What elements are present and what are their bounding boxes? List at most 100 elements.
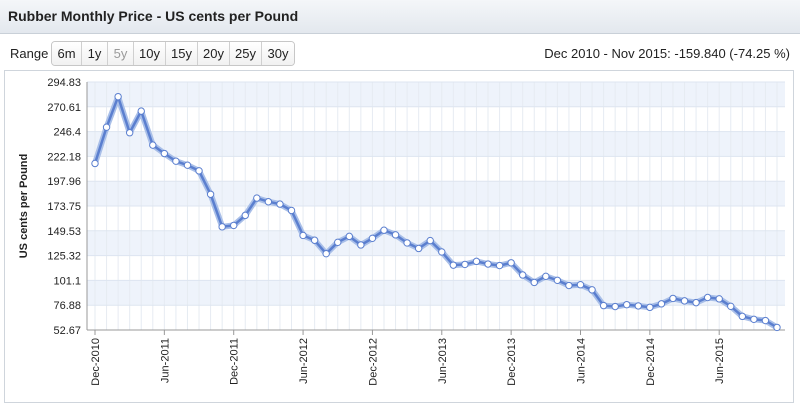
data-point[interactable] (761, 316, 770, 325)
range-change-summary: Dec 2010 - Nov 2015: -159.840 (-74.25 %) (544, 46, 790, 61)
data-point[interactable] (518, 271, 527, 279)
plot-band (87, 181, 785, 206)
range-button-20y[interactable]: 20y (198, 42, 230, 65)
price-line-chart: 294.83 270.61 246.4 222.18 197.96 173.75 149.5… (18, 77, 785, 386)
data-point[interactable] (218, 223, 226, 231)
data-point[interactable] (195, 167, 203, 175)
data-point[interactable] (542, 272, 550, 281)
data-point[interactable] (334, 238, 342, 247)
data-point[interactable] (149, 141, 157, 149)
y-tick-label: 270.61 (47, 102, 81, 114)
data-point[interactable] (680, 297, 689, 305)
data-point[interactable] (495, 261, 504, 270)
data-point[interactable] (703, 293, 712, 302)
data-point[interactable] (380, 226, 388, 234)
data-point[interactable] (576, 281, 585, 289)
data-point[interactable] (345, 232, 354, 241)
range-label: Range (10, 46, 49, 61)
data-point[interactable] (738, 312, 747, 321)
plot-bands (87, 82, 785, 306)
data-point[interactable] (299, 231, 307, 240)
data-point[interactable] (472, 257, 481, 266)
data-point[interactable] (125, 129, 134, 137)
data-point[interactable] (414, 244, 423, 253)
data-point[interactable] (310, 236, 319, 244)
price-series (91, 92, 781, 332)
data-point[interactable] (206, 190, 215, 198)
data-point[interactable] (114, 92, 122, 101)
plot-band (87, 131, 785, 157)
data-point[interactable] (530, 278, 538, 287)
data-point[interactable] (253, 194, 261, 202)
data-point[interactable] (449, 261, 458, 269)
y-tick-label: 246.4 (53, 127, 81, 139)
data-point[interactable] (357, 241, 365, 249)
range-button-6m[interactable]: 6m (52, 42, 82, 65)
data-point[interactable] (484, 260, 492, 268)
data-point[interactable] (715, 295, 723, 303)
data-point[interactable] (91, 159, 99, 168)
data-point[interactable] (183, 161, 192, 169)
data-point[interactable] (461, 260, 469, 269)
data-point[interactable] (287, 206, 296, 215)
data-point[interactable] (623, 300, 631, 309)
x-tick-label: Jun-2011 (159, 338, 171, 383)
data-point[interactable] (322, 249, 330, 258)
data-point[interactable] (172, 157, 180, 165)
plot-band (87, 82, 785, 107)
data-point[interactable] (634, 302, 642, 310)
y-tick-label: 101.1 (53, 275, 81, 287)
data-point[interactable] (426, 236, 434, 245)
x-tick-label: Dec-2011 (229, 338, 241, 385)
data-point[interactable] (692, 298, 700, 307)
y-tick-label: 197.96 (47, 176, 81, 188)
range-button-30y[interactable]: 30y (262, 42, 294, 65)
range-button-25y[interactable]: 25y (230, 42, 262, 65)
y-tick-label: 149.53 (47, 226, 81, 238)
data-point[interactable] (368, 234, 377, 243)
data-point[interactable] (230, 221, 238, 230)
x-tick-label: Dec-2010 (90, 338, 102, 386)
data-point[interactable] (264, 198, 273, 206)
x-tick-label: Jun-2015 (714, 338, 726, 384)
x-tick-label: Dec-2012 (367, 338, 379, 386)
data-point[interactable] (160, 149, 169, 158)
range-button-1y[interactable]: 1y (82, 42, 108, 65)
y-tick-label: 52.67 (53, 325, 81, 337)
data-point[interactable] (553, 276, 562, 284)
x-tick-label: Dec-2014 (645, 338, 657, 386)
y-tick-label: 76.88 (53, 300, 81, 312)
data-point[interactable] (241, 211, 249, 220)
data-point[interactable] (276, 200, 284, 208)
data-point[interactable] (750, 315, 758, 324)
data-point[interactable] (773, 323, 781, 332)
range-button-5y: 5y (108, 42, 134, 65)
range-selector: 6m 1y 5y 10y 15y 20y 25y 30y (51, 41, 295, 66)
data-point[interactable] (565, 281, 573, 290)
chart-title-bar: Rubber Monthly Price - US cents per Poun… (0, 0, 800, 34)
data-point[interactable] (391, 231, 400, 239)
data-point[interactable] (438, 248, 446, 256)
x-tick-label: Dec-2013 (506, 338, 518, 386)
data-point[interactable] (137, 107, 145, 115)
data-point[interactable] (102, 123, 111, 131)
x-tick-label: Jun-2012 (298, 338, 310, 384)
y-tick-label: 125.32 (47, 251, 81, 263)
chart-title: Rubber Monthly Price - US cents per Poun… (8, 8, 299, 24)
x-tick-label: Jun-2014 (575, 338, 587, 384)
x-tick-label: Jun-2013 (437, 338, 449, 384)
range-button-10y[interactable]: 10y (134, 42, 166, 65)
data-point[interactable] (507, 259, 515, 267)
data-point[interactable] (669, 294, 677, 303)
data-point[interactable] (588, 286, 596, 294)
data-point[interactable] (657, 300, 666, 308)
y-axis-label: US cents per Pound (18, 154, 30, 259)
data-point[interactable] (727, 302, 735, 311)
range-button-15y[interactable]: 15y (166, 42, 198, 65)
y-axis-ticks: 294.83 270.61 246.4 222.18 197.96 173.75 149.5… (47, 77, 81, 337)
data-point[interactable] (611, 302, 619, 311)
data-point[interactable] (403, 239, 411, 247)
y-tick-label: 294.83 (47, 77, 81, 89)
data-point[interactable] (646, 303, 654, 312)
data-point[interactable] (599, 301, 608, 310)
